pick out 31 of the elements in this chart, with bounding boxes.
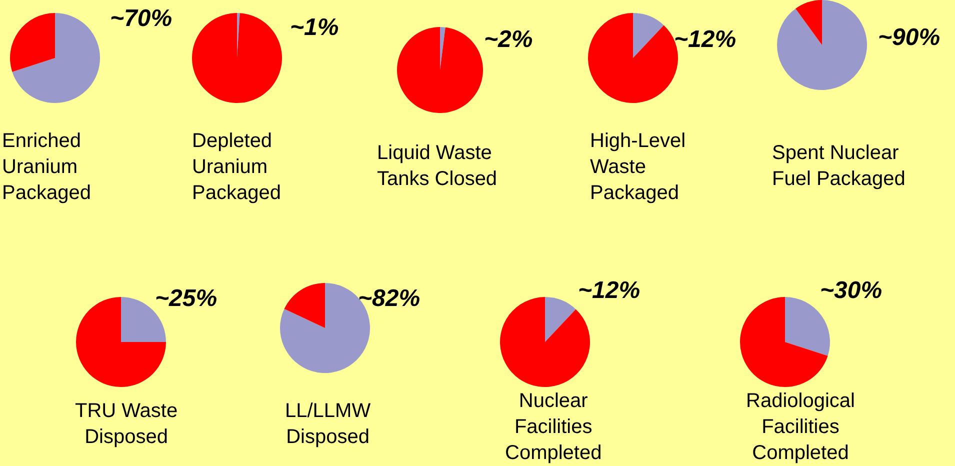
- text: Liquid Waste Tanks Closed: [377, 142, 498, 190]
- pie-slice: [796, 0, 822, 45]
- text: ~70%: [110, 5, 172, 32]
- pie-slice: [397, 27, 483, 113]
- text: TRU Waste Disposed: [75, 400, 178, 448]
- text: Depleted Uranium Packaged: [192, 130, 281, 204]
- text: ~2%: [484, 26, 533, 53]
- pie-slice: [284, 283, 325, 328]
- text: LL/LLMW Disposed: [285, 400, 371, 448]
- text: ~30%: [820, 277, 882, 304]
- text: ~82%: [358, 285, 420, 312]
- text: ~25%: [155, 285, 218, 312]
- text: Radiological Facilities Completed: [746, 390, 855, 464]
- pie-slice: [10, 13, 55, 72]
- text: Spent Nuclear Fuel Packaged: [772, 142, 906, 190]
- pie-slice: [633, 13, 664, 58]
- text: ~90%: [878, 24, 940, 51]
- text: High-Level Waste Packaged: [590, 130, 686, 204]
- pie-slice: [740, 297, 828, 387]
- text: Enriched Uranium Packaged: [2, 130, 91, 204]
- text: ~1%: [290, 14, 339, 41]
- pie-slice: [440, 27, 446, 70]
- pie-slice: [785, 297, 830, 356]
- pie-slice: [500, 297, 590, 387]
- text: ~12%: [578, 277, 640, 304]
- text: Nuclear Facilities Completed: [505, 390, 602, 464]
- pie-slice: [777, 0, 867, 90]
- pie-slice: [545, 297, 576, 342]
- text: ~12%: [674, 26, 736, 53]
- pie-slice: [12, 13, 100, 103]
- pie-slice: [192, 13, 282, 103]
